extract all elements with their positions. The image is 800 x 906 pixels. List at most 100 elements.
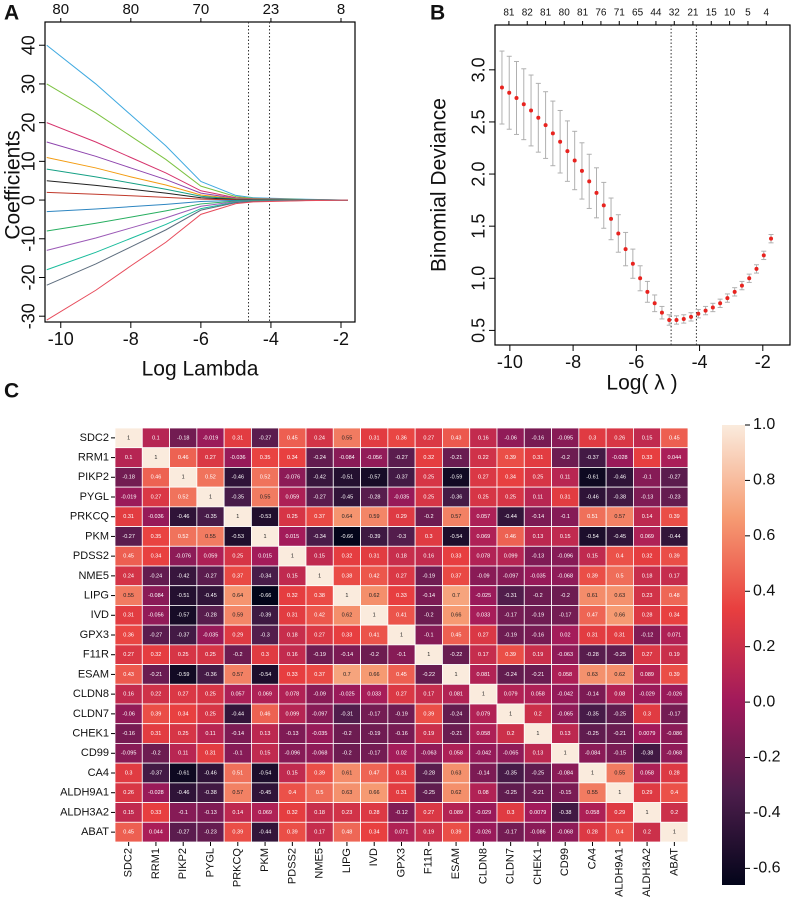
cell-label: 0.3	[425, 534, 433, 540]
col-label: ESAM	[450, 848, 462, 879]
cell-label: -0.31	[341, 711, 354, 717]
cell-label: 1	[154, 455, 157, 461]
colorbar-tick-label: -0.4	[753, 804, 781, 821]
cell-label: 0.64	[342, 514, 353, 520]
cell-label: -0.068	[557, 830, 573, 836]
row-label: CD99	[81, 747, 109, 759]
cell-label: -0.37	[177, 632, 190, 638]
top-tick-label: 15	[706, 8, 718, 19]
row-label: IVD	[91, 609, 109, 621]
cell-label: 1	[618, 790, 621, 796]
x-tick-label: -6	[193, 329, 209, 349]
cell-label: 0.34	[505, 475, 516, 481]
cell-label: 0.62	[451, 790, 462, 796]
cell-label: -0.27	[313, 494, 326, 500]
cell-label: 0.25	[423, 494, 434, 500]
cell-label: -0.19	[532, 613, 545, 619]
cell-label: -0.14	[423, 593, 436, 599]
cell-label: 0.45	[123, 830, 134, 836]
y-axis-title: Coefficients	[2, 130, 25, 239]
cell-label: 0.27	[423, 435, 434, 441]
cell-label: -0.27	[177, 830, 190, 836]
cell-label: 0.45	[287, 435, 298, 441]
cell-label: -0.25	[614, 652, 627, 658]
deviance-point	[543, 123, 548, 128]
cell-label: 0.29	[396, 514, 407, 520]
coefficient-line	[46, 199, 348, 251]
cell-label: -0.18	[177, 435, 190, 441]
cell-label: 0.25	[178, 731, 189, 737]
deviance-point	[565, 149, 570, 154]
cell-label: 0.52	[205, 475, 216, 481]
cell-label: 0.39	[451, 830, 462, 836]
cell-label: 0.4	[289, 790, 297, 796]
cell-label: -0.37	[395, 475, 408, 481]
cell-label: 0.16	[478, 435, 489, 441]
cell-label: 0.31	[396, 790, 407, 796]
cell-label: 0.63	[451, 770, 462, 776]
cell-label: 0.059	[285, 494, 299, 500]
cell-label: 0.11	[533, 494, 543, 500]
cell-label: -0.36	[204, 672, 217, 678]
cell-label: 0.057	[231, 692, 245, 698]
cell-label: 0.29	[614, 810, 625, 816]
deviance-point	[587, 179, 592, 184]
cell-label: 0.39	[151, 711, 162, 717]
y-tick-label: 0	[19, 195, 39, 205]
cell-label: 0.41	[396, 613, 407, 619]
cell-label: 0.34	[151, 554, 162, 560]
cell-label: -0.042	[557, 692, 573, 698]
cell-label: 0.058	[586, 810, 600, 816]
cell-label: 0.33	[287, 672, 298, 678]
cell-label: -0.084	[148, 593, 164, 599]
cell-label: 0.45	[396, 672, 407, 678]
cell-label: 0.28	[587, 830, 598, 836]
cell-label: -0.19	[423, 573, 436, 579]
cell-label: -0.06	[122, 711, 135, 717]
cell-label: -0.22	[423, 672, 436, 678]
cell-label: 0.32	[642, 554, 653, 560]
top-tick-label: 80	[52, 1, 69, 18]
cell-label: 0.62	[342, 613, 353, 619]
row-label: ESAM	[78, 668, 109, 680]
cell-label: 0.35	[151, 534, 162, 540]
cell-label: 0.31	[232, 435, 243, 441]
cell-label: 0.63	[342, 790, 353, 796]
row-label: CLDN7	[73, 708, 109, 720]
cell-label: 0.39	[669, 514, 680, 520]
cell-label: 0.23	[642, 593, 653, 599]
cell-label: 0.32	[287, 810, 298, 816]
cell-label: -0.036	[230, 455, 246, 461]
top-tick-label: 8	[337, 1, 345, 18]
top-tick-label: 21	[687, 8, 699, 19]
cell-label: -0.42	[177, 573, 190, 579]
x-tick-label: -8	[123, 329, 139, 349]
row-label: PKM	[85, 530, 109, 542]
col-label: CD99	[559, 848, 571, 876]
cell-label: 0.27	[642, 652, 653, 658]
cell-label: -0.063	[421, 751, 437, 757]
cell-label: 0.14	[642, 514, 653, 520]
cell-label: 0.39	[505, 652, 516, 658]
cell-label: -0.026	[476, 830, 492, 836]
cell-label: 0.27	[478, 632, 489, 638]
coefficient-line	[46, 122, 348, 201]
cell-label: 0.66	[369, 672, 380, 678]
cell-label: 0.27	[396, 573, 407, 579]
cell-label: 0.2	[507, 731, 515, 737]
y-tick-label: 3.0	[469, 57, 489, 82]
cell-label: -0.13	[286, 731, 299, 737]
cell-label: -0.42	[313, 475, 326, 481]
cell-label: -0.25	[532, 770, 545, 776]
cell-label: 0.18	[396, 554, 407, 560]
cell-label: -0.24	[450, 711, 463, 717]
cell-label: -0.12	[641, 632, 654, 638]
cell-label: 0.25	[178, 652, 189, 658]
x-axis-title: Log Lambda	[142, 358, 259, 381]
cell-label: 0.47	[369, 770, 380, 776]
cell-label: -0.09	[477, 573, 490, 579]
row-label: CHEK1	[72, 727, 109, 739]
cell-label: 0.36	[396, 435, 407, 441]
cell-label: -0.076	[285, 475, 301, 481]
cell-label: -0.22	[450, 652, 463, 658]
